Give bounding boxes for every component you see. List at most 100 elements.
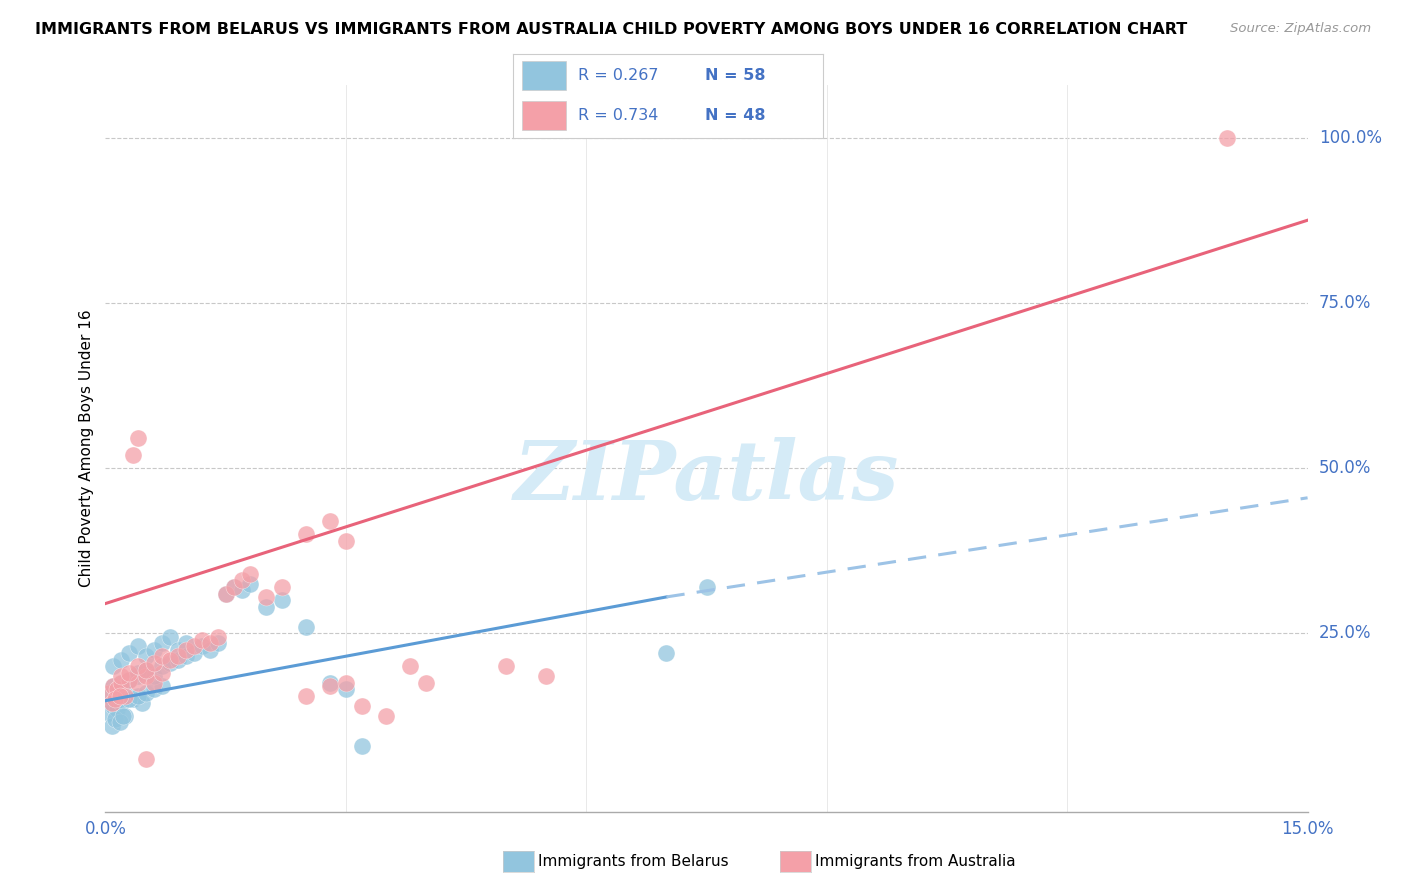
Point [534,669,557,683]
Point [104,692,127,706]
Point [159,630,181,644]
Point [110,669,132,683]
Point [112,709,135,723]
Point [107,682,129,697]
Text: 75.0%: 75.0% [1319,293,1371,312]
Point [1216,130,1239,145]
Point [174,649,197,664]
Point [655,646,678,660]
Point [135,752,157,766]
Text: N = 58: N = 58 [704,68,765,83]
Point [103,659,125,673]
Point [174,636,197,650]
Point [222,580,245,594]
Point [135,686,157,700]
Text: 25.0%: 25.0% [1319,624,1371,642]
Point [295,620,318,634]
Point [159,653,181,667]
Y-axis label: Child Poverty Among Boys Under 16: Child Poverty Among Boys Under 16 [79,310,94,587]
Point [174,642,197,657]
Point [103,679,125,693]
Point [135,665,157,680]
Point [295,527,318,541]
Point [319,514,342,528]
Point [127,689,149,703]
Point [231,583,253,598]
Point [207,636,229,650]
Point [150,636,173,650]
Point [207,630,229,644]
Point [142,642,165,657]
Text: R = 0.734: R = 0.734 [578,108,658,123]
Point [166,653,188,667]
Point [110,676,132,690]
Point [319,676,342,690]
Point [142,676,165,690]
Point [495,659,517,673]
Point [142,682,165,697]
Point [222,580,245,594]
Point [110,676,132,690]
Point [374,709,398,723]
Point [214,587,236,601]
Point [183,646,205,660]
Point [183,640,205,654]
Point [150,665,173,680]
Point [98,686,121,700]
Point [118,646,141,660]
Point [135,663,157,677]
Point [150,659,173,673]
Point [135,663,157,677]
Point [108,715,131,730]
Text: 50.0%: 50.0% [1319,459,1371,477]
Point [114,689,136,703]
Point [127,676,149,690]
Point [103,679,125,693]
Text: ZIPatlas: ZIPatlas [513,437,900,517]
Point [127,431,149,445]
Point [131,696,153,710]
Point [135,669,157,683]
Point [239,566,262,581]
Point [101,696,124,710]
Point [214,587,236,601]
Point [142,656,165,670]
Point [270,593,292,607]
Point [198,642,221,657]
Point [231,574,253,588]
Point [122,692,145,706]
Point [335,676,357,690]
Point [108,689,131,703]
Point [122,448,145,462]
Point [110,653,132,667]
Text: Source: ZipAtlas.com: Source: ZipAtlas.com [1230,22,1371,36]
Point [107,682,129,697]
FancyBboxPatch shape [523,101,565,130]
Point [135,649,157,664]
Point [335,533,357,548]
Point [350,698,373,713]
Point [127,665,149,680]
Point [166,649,188,664]
Point [98,689,121,703]
Point [118,673,141,687]
Point [118,665,141,680]
Point [159,656,181,670]
Point [166,642,188,657]
Point [127,659,149,673]
Point [118,692,141,706]
Point [103,698,125,713]
Text: IMMIGRANTS FROM BELARUS VS IMMIGRANTS FROM AUSTRALIA CHILD POVERTY AMONG BOYS UN: IMMIGRANTS FROM BELARUS VS IMMIGRANTS FR… [35,22,1188,37]
FancyBboxPatch shape [523,62,565,90]
Point [270,580,292,594]
Point [114,686,136,700]
Point [127,669,149,683]
Point [150,649,173,664]
Point [239,576,262,591]
Point [295,689,318,703]
Point [142,669,165,683]
Point [114,709,136,723]
Point [254,599,277,614]
Point [127,640,149,654]
Text: R = 0.267: R = 0.267 [578,68,658,83]
